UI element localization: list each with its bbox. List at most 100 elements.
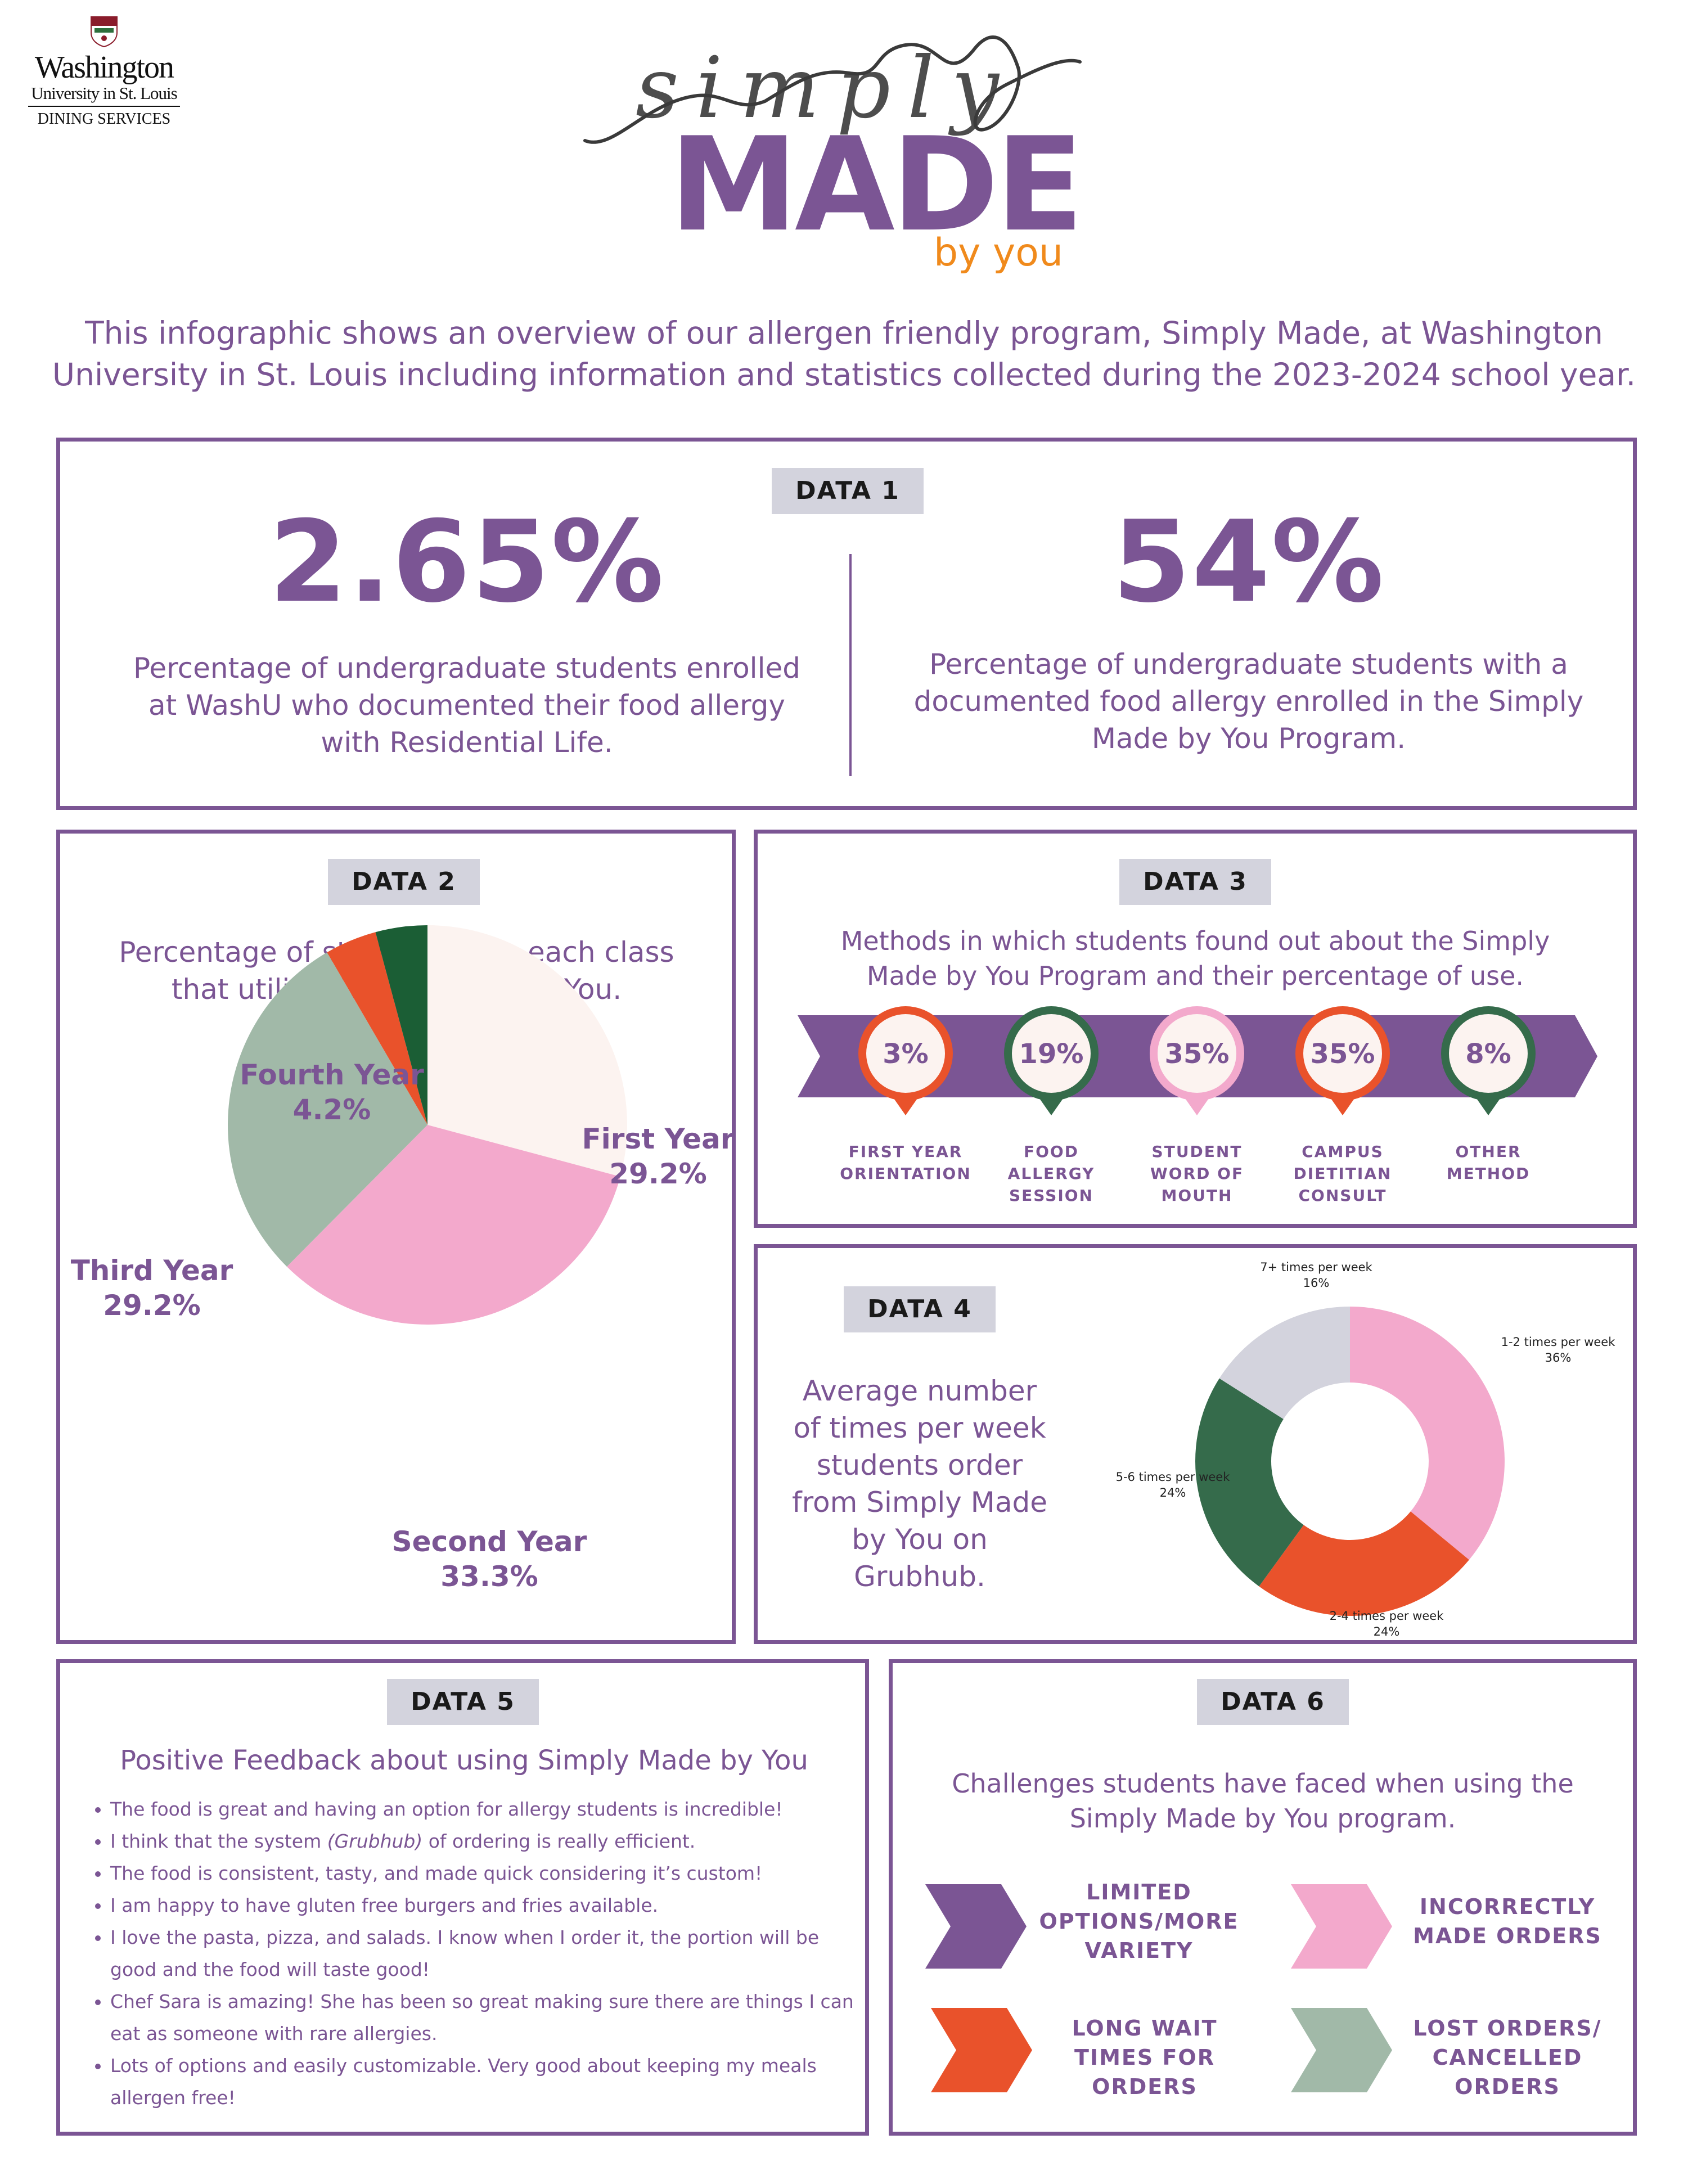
data4-desc: Average number of times per week student… (771, 1372, 1069, 1595)
feedback-item: I am happy to have gluten free burgers a… (110, 1889, 855, 1921)
data6-tag: DATA 6 (1197, 1679, 1349, 1725)
data1-divider (849, 554, 852, 776)
challenge-lost-orders: LOST ORDERS/ CANCELLED ORDERS (1389, 2014, 1626, 2101)
donut-slice-7-times-per-week (1219, 1307, 1350, 1419)
data4-desc-line: Average number (802, 1375, 1037, 1407)
chevron-arrow-icon (1291, 1884, 1392, 1969)
pin-face (1303, 1014, 1382, 1093)
data5-panel (56, 1659, 869, 2136)
logo-divider (28, 106, 180, 107)
method-label-line: WORD OF (1150, 1164, 1244, 1183)
challenge-label-line: LONG WAIT (1072, 2016, 1218, 2041)
method-label-campus-dietitian-consult: CAMPUS DIETITIAN CONSULT (1270, 1141, 1416, 1206)
feedback-text: of ordering is really efficient. (422, 1830, 696, 1852)
method-label-line: OTHER (1455, 1142, 1522, 1161)
feedback-item: I think that the system (Grubhub) of ord… (110, 1825, 855, 1857)
method-value: 3% (883, 1038, 929, 1070)
method-label-line: CONSULT (1298, 1186, 1387, 1205)
pie-label-category: Second Year (391, 1525, 587, 1558)
brand-script: simply (636, 39, 1016, 137)
method-label-first-year-orientation: FIRST YEAR ORIENTATION (832, 1141, 979, 1185)
pin-face (866, 1014, 945, 1093)
feedback-item: Chef Sara is amazing! She has been so gr… (110, 1985, 855, 2050)
data1-stat-right: 54% (1112, 497, 1385, 628)
feedback-item: Lots of options and easily customizable.… (110, 2050, 855, 2114)
challenge-chevrons (925, 1884, 1392, 2092)
method-label-line: MOUTH (1161, 1186, 1233, 1205)
method-value: 35% (1165, 1038, 1230, 1070)
donut-label-value: 36% (1545, 1351, 1572, 1365)
method-pin-1: 3% (858, 1006, 953, 1115)
data1-desc-left-line: at WashU who documented their food aller… (148, 689, 785, 722)
crest-icon (91, 16, 118, 47)
data2-tag: DATA 2 (328, 859, 480, 905)
data3-desc-line: Methods in which students found out abou… (840, 926, 1550, 956)
brand-tagline: by you (934, 231, 1063, 275)
donut-slice-2-4-times-per-week (1259, 1511, 1469, 1616)
method-label-line: FIRST YEAR (848, 1142, 963, 1161)
data4-desc-line: of times per week (793, 1412, 1046, 1444)
feedback-text: The food is great and having an option f… (110, 1798, 783, 1820)
method-label-student-word-of-mouth: STUDENT WORD OF MOUTH (1124, 1141, 1270, 1206)
method-value: 35% (1311, 1038, 1375, 1070)
data1-desc-left-line: with Residential Life. (321, 726, 613, 759)
challenge-label-line: OPTIONS/MORE (1039, 1909, 1239, 1934)
chevron-arrow-icon (925, 1884, 1027, 1969)
data4-tag: DATA 4 (844, 1286, 996, 1332)
feedback-text: I love the pasta, pizza, and salads. I k… (110, 1926, 820, 1980)
pin-face (1012, 1014, 1091, 1093)
pie-slice-fourth-year (327, 932, 427, 1125)
pie-label-first-year: First Year 29.2% (562, 1122, 754, 1191)
pie-label-third-year: Third Year 29.2% (67, 1253, 236, 1323)
challenge-label-line: CANCELLED (1432, 2045, 1583, 2070)
method-label-line: SESSION (1009, 1186, 1094, 1205)
simply-script-flourish (583, 35, 1082, 144)
pie-label-category: Third Year (70, 1254, 233, 1287)
pie-label-second-year: Second Year 33.3% (382, 1524, 596, 1594)
method-label-line: CAMPUS (1302, 1142, 1384, 1161)
pie-slice-first-year (427, 925, 627, 1177)
pin-face (1449, 1014, 1528, 1093)
data4-desc-line: Grubhub. (854, 1560, 985, 1593)
pie-label-value: 29.2% (609, 1158, 707, 1190)
pie-label-value: 4.2% (292, 1093, 371, 1126)
wustl-logo: Washington University in St. Louis DININ… (22, 11, 186, 129)
method-pin-3: 35% (1150, 1006, 1244, 1115)
data1-desc-left-line: Percentage of undergraduate students enr… (133, 652, 800, 685)
feedback-item: The food is consistent, tasty, and made … (110, 1857, 855, 1889)
donut-slice-5-6-times-per-week (1195, 1378, 1304, 1587)
pie-slice-third-year (228, 952, 427, 1267)
method-label-line: ORIENTATION (840, 1164, 971, 1183)
logo-line2: University in St. Louis (31, 83, 177, 103)
feedback-text: I think that the system (110, 1830, 327, 1852)
class-pie-chart (228, 925, 627, 1325)
method-label-food-allergy-session: FOOD ALLERGY SESSION (978, 1141, 1124, 1206)
feedback-list: The food is great and having an option f… (84, 1793, 855, 2114)
method-pin-4: 35% (1295, 1006, 1390, 1115)
pie-slice-unlabeled (375, 925, 427, 1125)
challenge-label-line: ORDERS (1092, 2074, 1198, 2099)
data4-desc-line: from Simply Made (792, 1486, 1047, 1519)
data1-stat-left: 2.65% (269, 497, 665, 628)
data6-desc-line: Challenges students have faced when usin… (952, 1768, 1574, 1799)
pie-label-category: First Year (582, 1123, 735, 1155)
data4-desc-line: students order (816, 1449, 1023, 1481)
data1-desc-right: Percentage of undergraduate students wit… (855, 646, 1642, 757)
frequency-donut-chart: 1-2 times per week 36% 2-4 times per week 2… (1116, 1260, 1616, 1638)
data5-title: Positive Feedback about using Simply Mad… (120, 1745, 808, 1776)
data3-desc: Methods in which students found out abou… (759, 924, 1631, 993)
feedback-text: The food is consistent, tasty, and made … (110, 1862, 763, 1884)
feedback-text: (Grubhub) (327, 1830, 423, 1852)
challenge-label-line: VARIETY (1084, 1938, 1194, 1963)
challenge-incorrectly-made: INCORRECTLY MADE ORDERS (1389, 1892, 1626, 1951)
challenge-limited-options: LIMITED OPTIONS/MORE VARIETY (1021, 1877, 1257, 1965)
data4-desc-line: by You on (852, 1523, 988, 1556)
data1-desc-right-line: Made by You Program. (1091, 722, 1406, 755)
data5-tag: DATA 5 (387, 1679, 539, 1725)
challenge-label-line: ORDERS (1455, 2074, 1560, 2099)
method-label-line: METHOD (1446, 1164, 1531, 1183)
method-value: 19% (1019, 1038, 1084, 1070)
data6-desc: Challenges students have faced when usin… (894, 1766, 1631, 1836)
challenge-long-wait: LONG WAIT TIMES FOR ORDERS (1027, 2014, 1263, 2101)
donut-label-category: 2-4 times per week (1330, 1609, 1444, 1623)
